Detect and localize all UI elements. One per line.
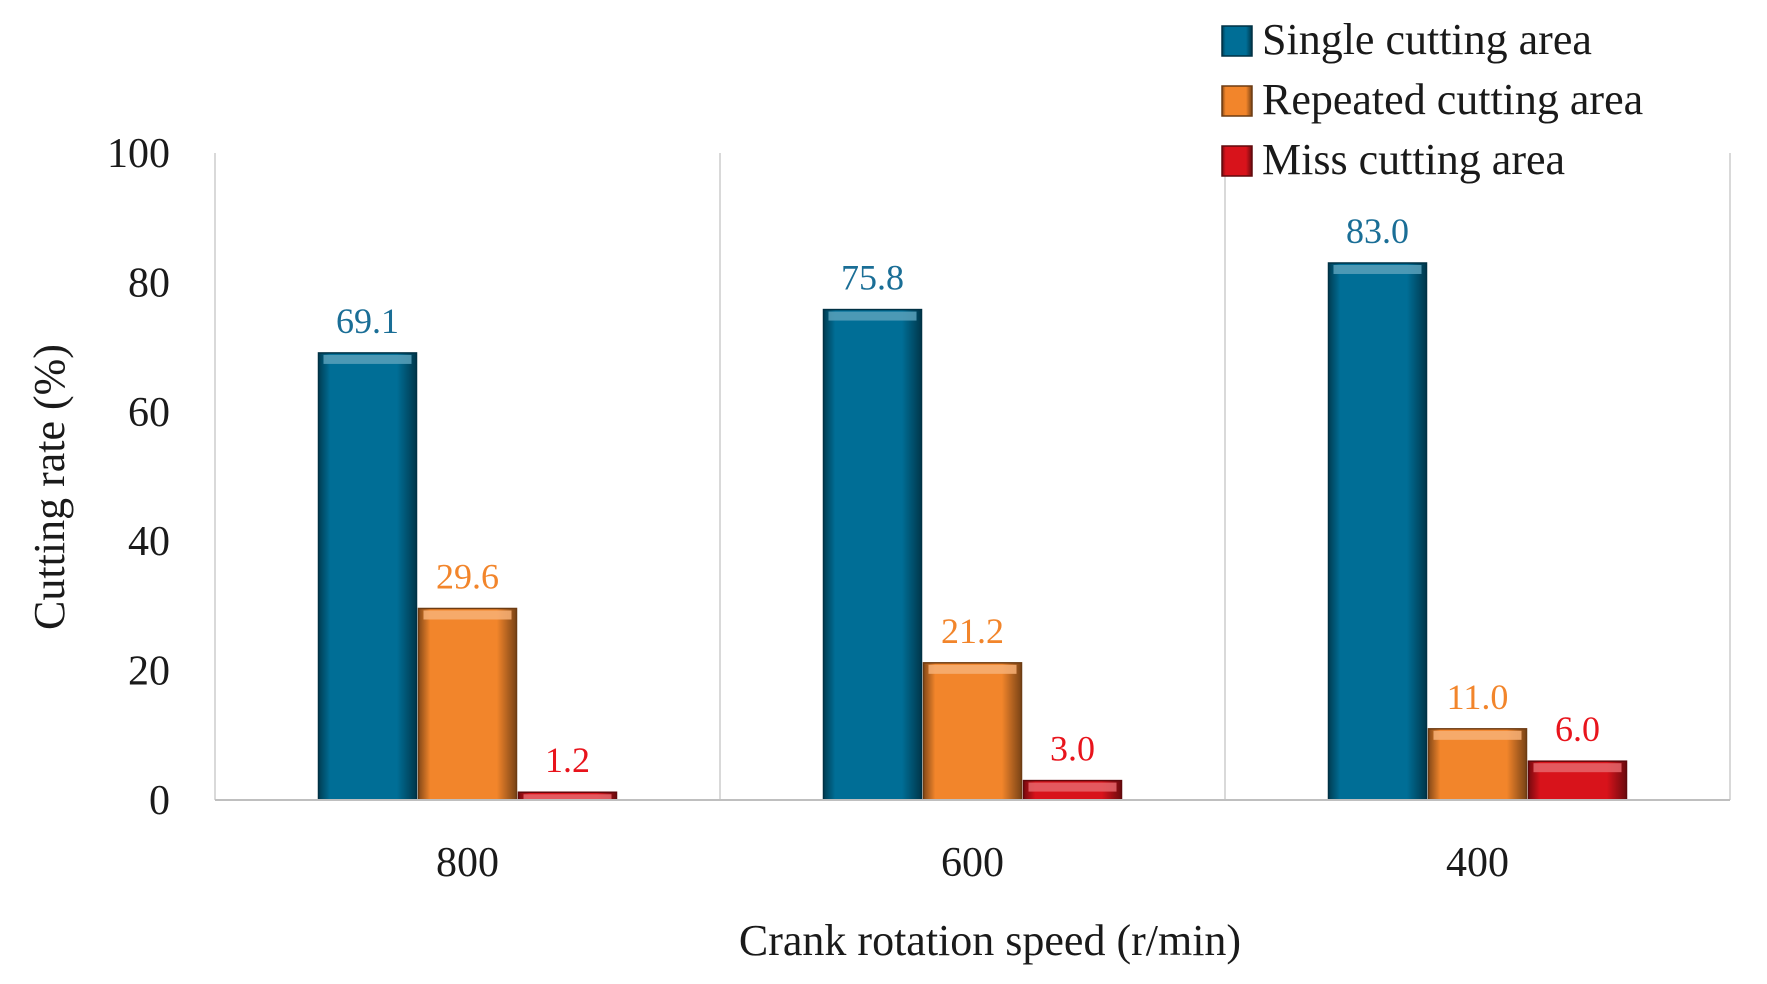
legend-swatch xyxy=(1221,145,1253,177)
legend-swatch xyxy=(1221,25,1253,57)
data-label: 6.0 xyxy=(1555,709,1600,749)
x-tick-label: 400 xyxy=(1446,840,1509,886)
x-tick-label: 600 xyxy=(941,840,1004,886)
data-label: 29.6 xyxy=(436,556,499,596)
data-label: 69.1 xyxy=(336,301,399,341)
data-label: 21.2 xyxy=(941,611,1004,651)
y-tick-label: 80 xyxy=(128,260,170,306)
x-axis-title: Crank rotation speed (r/min) xyxy=(739,916,1241,965)
legend-swatch xyxy=(1221,85,1253,117)
bar-single-cutting-area-400 xyxy=(1327,262,1428,801)
bars-layer xyxy=(317,262,1628,801)
legend-label: Repeated cutting area xyxy=(1262,75,1643,124)
y-axis-title: Cutting rate (%) xyxy=(25,344,74,630)
y-tick-label: 0 xyxy=(149,778,170,824)
legend-item: Repeated cutting area xyxy=(1221,75,1643,124)
x-tick-label: 800 xyxy=(436,840,499,886)
y-tick-label: 40 xyxy=(128,519,170,565)
data-label: 3.0 xyxy=(1050,729,1095,769)
bar-repeated-cutting-area-800 xyxy=(417,607,518,801)
legend-item: Miss cutting area xyxy=(1221,135,1565,184)
legend-label: Miss cutting area xyxy=(1262,135,1565,184)
legend-item: Single cutting area xyxy=(1221,15,1592,64)
y-tick-label: 60 xyxy=(128,390,170,436)
bar-miss-cutting-area-800 xyxy=(517,791,618,801)
grid-layer xyxy=(214,153,1731,800)
legend: Single cutting area Repeated cutting area… xyxy=(1221,15,1643,184)
data-label: 11.0 xyxy=(1447,677,1509,717)
bar-single-cutting-area-800 xyxy=(317,352,418,801)
data-labels-layer: 69.1 29.6 1.2 75.8 21.2 3.0 83.0 11.0 6.0 xyxy=(336,211,1600,780)
data-label: 83.0 xyxy=(1346,211,1409,251)
legend-label: Single cutting area xyxy=(1262,15,1592,64)
y-tick-label: 100 xyxy=(107,131,170,177)
axes-layer: 0 20 40 60 80 100 800 600 400 xyxy=(107,131,1730,886)
y-tick-label: 20 xyxy=(128,649,170,695)
bar-repeated-cutting-area-600 xyxy=(922,662,1023,801)
data-label: 1.2 xyxy=(545,740,590,780)
bar-repeated-cutting-area-400 xyxy=(1427,728,1528,801)
bar-miss-cutting-area-600 xyxy=(1022,779,1123,801)
bar-miss-cutting-area-400 xyxy=(1527,760,1628,801)
data-label: 75.8 xyxy=(841,258,904,298)
bar-single-cutting-area-600 xyxy=(822,308,923,801)
